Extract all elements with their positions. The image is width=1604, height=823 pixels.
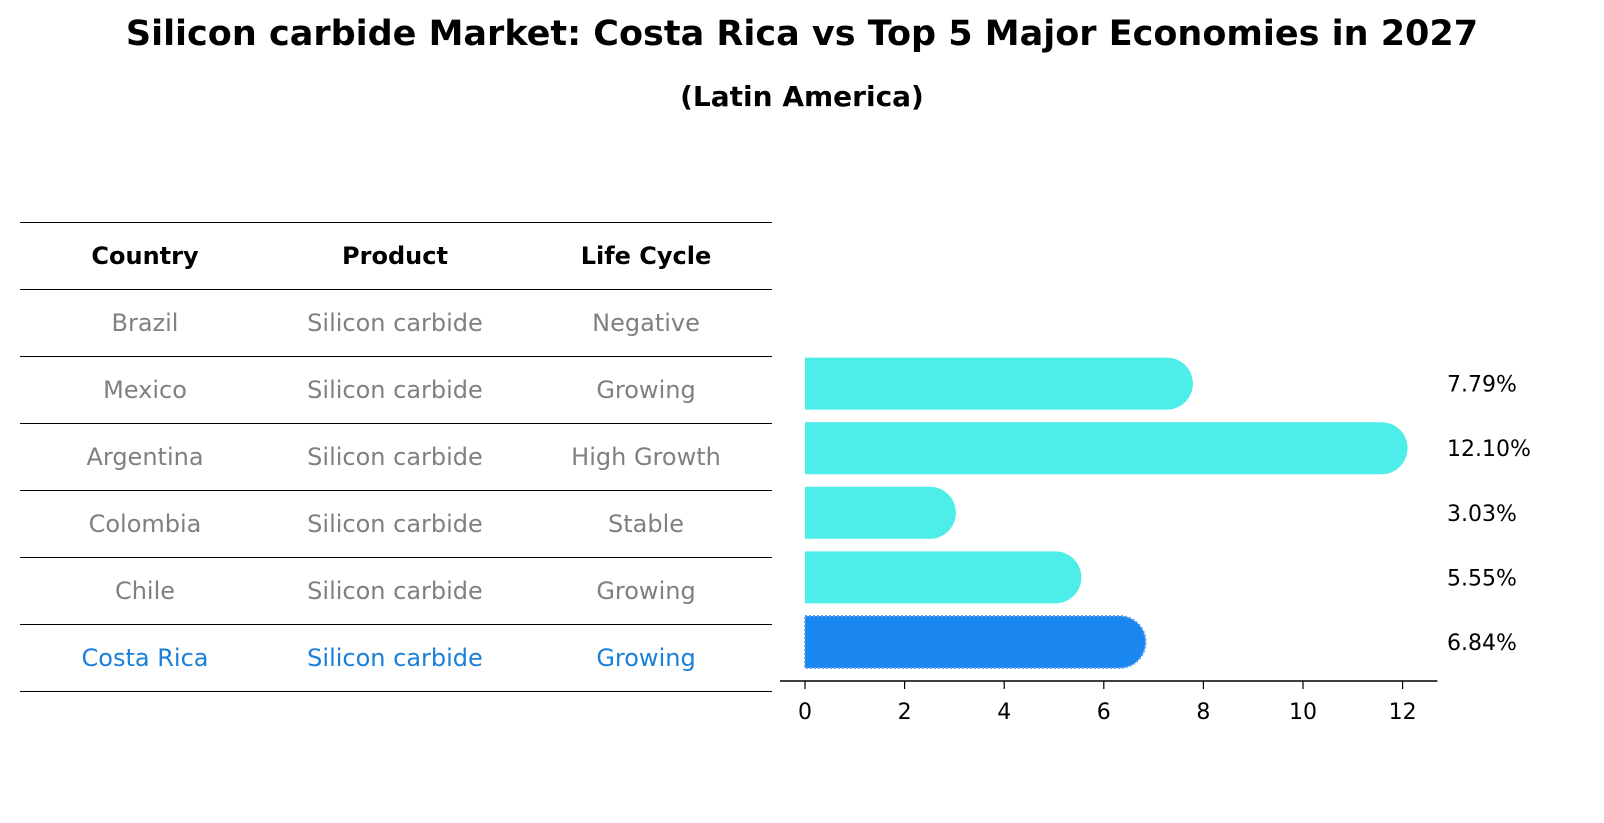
table-row: Chile Silicon carbide Growing [20,557,772,625]
x-tick-label: 10 [1289,700,1317,725]
cell-country: Mexico [20,356,270,424]
bar-chart: -0.00% 7.79% 12.10% 3.03% 5.55% 6.84% 0 2 4 6 8 10 1… [780,330,1531,725]
bar-costa-rica [804,615,1147,669]
cell-country: Chile [20,557,270,625]
value-label-costa-rica: 6.84% [1447,631,1517,656]
cell-country: Argentina [20,423,270,491]
chart-title: Silicon carbide Market: Costa Rica vs To… [125,14,1479,54]
value-label-brazil: -0.00% [1447,330,1525,333]
chart-subtitle: (Latin America) [680,80,924,113]
bar-argentina [805,422,1408,475]
cell-life-cycle: Negative [520,289,772,357]
value-label-argentina: 12.10% [1447,437,1531,462]
cell-life-cycle: Growing [520,624,772,692]
x-tick-label: 12 [1389,700,1417,725]
cell-life-cycle: Stable [520,490,772,558]
cell-country: Colombia [20,490,270,558]
column-header-life-cycle: Life Cycle [520,222,772,290]
value-label-chile: 5.55% [1447,566,1517,591]
cell-product: Silicon carbide [270,490,520,558]
column-header-product: Product [270,222,520,290]
x-tick-label: 8 [1196,700,1210,725]
table-header-row: Country Product Life Cycle [20,222,772,290]
value-label-mexico: 7.79% [1447,373,1517,398]
cell-product: Silicon carbide [270,423,520,491]
x-tick-label: 6 [1097,700,1111,725]
cell-life-cycle: Growing [520,356,772,424]
table-row-highlighted: Costa Rica Silicon carbide Growing [20,624,772,692]
cell-product: Silicon carbide [270,289,520,357]
table-row: Colombia Silicon carbide Stable [20,490,772,558]
table-row: Brazil Silicon carbide Negative [20,289,772,357]
cell-country: Brazil [20,289,270,357]
bar-chile [805,551,1082,604]
cell-product: Silicon carbide [270,557,520,625]
table-row: Mexico Silicon carbide Growing [20,356,772,424]
cell-life-cycle: High Growth [520,423,772,491]
cell-product: Silicon carbide [270,356,520,424]
cell-life-cycle: Growing [520,557,772,625]
value-label-colombia: 3.03% [1447,502,1517,527]
market-table: Country Product Life Cycle Brazil Silico… [20,222,772,692]
bar-mexico [805,357,1193,410]
table-row: Argentina Silicon carbide High Growth [20,423,772,491]
x-tick-label: 4 [997,700,1011,725]
cell-country: Costa Rica [20,624,270,692]
x-tick-label: 0 [798,700,812,725]
x-tick-label: 2 [898,700,912,725]
cell-product: Silicon carbide [270,624,520,692]
bar-colombia [805,486,956,539]
column-header-country: Country [20,222,270,290]
